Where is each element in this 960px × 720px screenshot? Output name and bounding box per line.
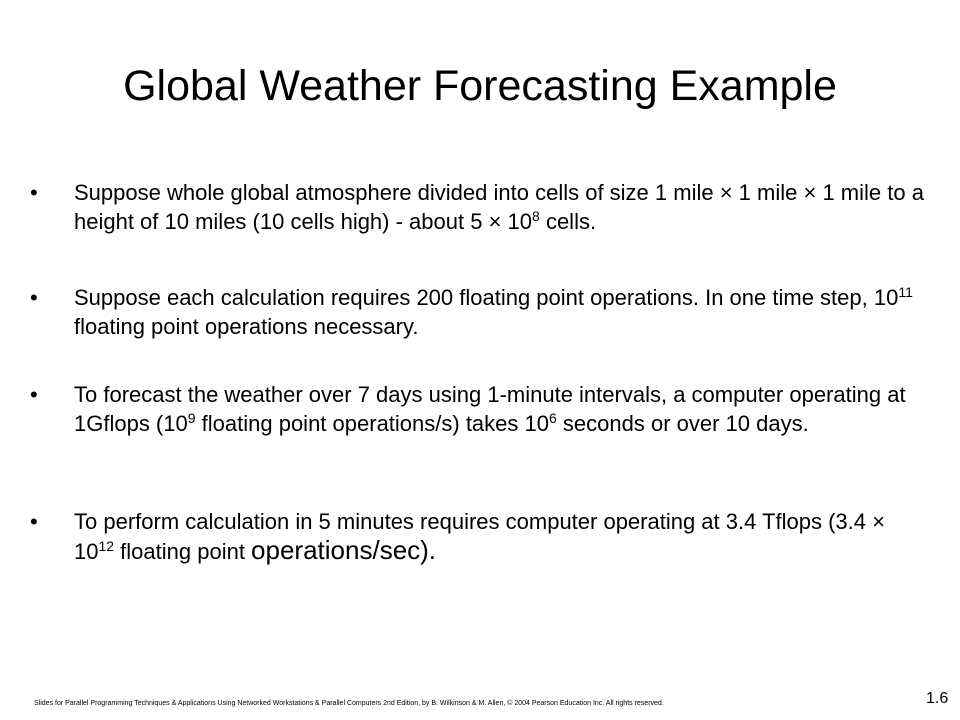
page-number: 1.6 (926, 690, 949, 707)
times-symbol: × (803, 180, 817, 205)
times-symbol: × (719, 180, 733, 205)
bullet-1-text: Suppose whole global atmosphere divided … (74, 180, 924, 234)
exponent: 8 (532, 208, 540, 224)
bullet-3: • To forecast the weather over 7 days us… (30, 380, 930, 438)
bullet-4: • To perform calculation in 5 minutes re… (30, 507, 930, 566)
exponent: 9 (187, 410, 196, 426)
bullet-2: • Suppose each calculation requires 200 … (30, 283, 930, 341)
slide-title: Global Weather Forecasting Example (123, 62, 837, 110)
exponent: 12 (98, 538, 115, 554)
bullet-marker: • (30, 509, 38, 534)
exponent: 11 (898, 284, 913, 300)
bullet-2-text: Suppose each calculation requires 200 fl… (74, 284, 913, 339)
bullet-1: • Suppose whole global atmosphere divide… (30, 178, 930, 236)
times-symbol: × (872, 509, 885, 534)
exponent: 6 (549, 410, 557, 426)
times-symbol: × (488, 209, 502, 234)
footer-copyright: Slides for Parallel Programming Techniqu… (34, 700, 664, 707)
bullet-marker: • (30, 180, 38, 205)
bullet-3-text: To forecast the weather over 7 days usin… (74, 382, 906, 436)
bullet-marker: • (30, 382, 38, 407)
bullet-4-text: To perform calculation in 5 minutes requ… (74, 509, 885, 565)
bullet-marker: • (30, 285, 38, 310)
